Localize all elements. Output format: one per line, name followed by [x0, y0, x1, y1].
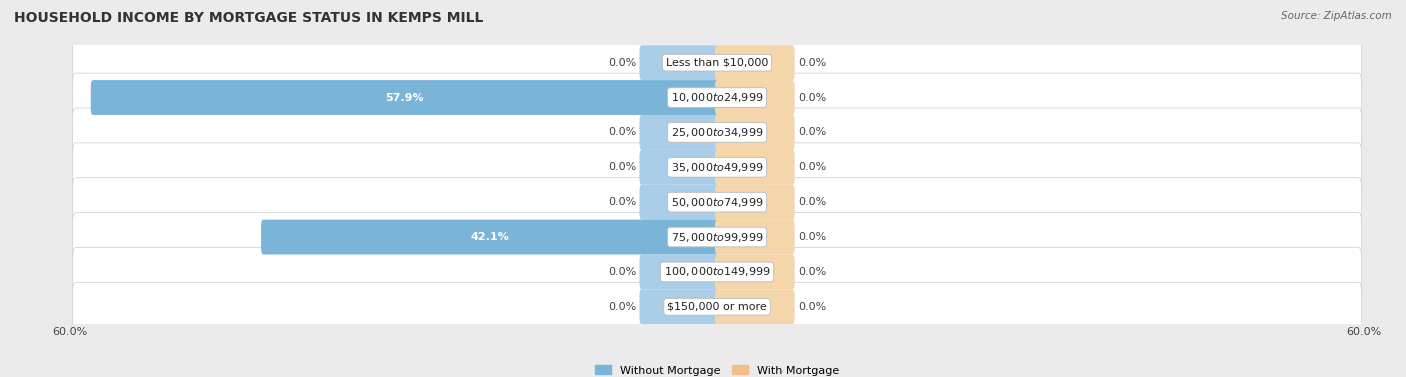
Text: $25,000 to $34,999: $25,000 to $34,999 — [671, 126, 763, 139]
FancyBboxPatch shape — [640, 254, 720, 289]
FancyBboxPatch shape — [73, 38, 1361, 87]
FancyBboxPatch shape — [640, 45, 720, 80]
Legend: Without Mortgage, With Mortgage: Without Mortgage, With Mortgage — [591, 361, 844, 377]
Text: $150,000 or more: $150,000 or more — [668, 302, 766, 312]
FancyBboxPatch shape — [714, 45, 794, 80]
Text: 0.0%: 0.0% — [799, 232, 827, 242]
Text: $35,000 to $49,999: $35,000 to $49,999 — [671, 161, 763, 174]
FancyBboxPatch shape — [73, 108, 1361, 157]
FancyBboxPatch shape — [640, 115, 720, 150]
Text: 0.0%: 0.0% — [607, 127, 636, 138]
FancyBboxPatch shape — [262, 219, 720, 254]
Text: 0.0%: 0.0% — [799, 92, 827, 103]
Text: 0.0%: 0.0% — [607, 58, 636, 68]
Text: 0.0%: 0.0% — [799, 58, 827, 68]
Text: 0.0%: 0.0% — [799, 302, 827, 312]
FancyBboxPatch shape — [73, 213, 1361, 262]
FancyBboxPatch shape — [73, 247, 1361, 296]
Text: 42.1%: 42.1% — [471, 232, 509, 242]
Text: 0.0%: 0.0% — [799, 127, 827, 138]
FancyBboxPatch shape — [714, 289, 794, 324]
Text: $50,000 to $74,999: $50,000 to $74,999 — [671, 196, 763, 208]
FancyBboxPatch shape — [640, 185, 720, 219]
Text: 0.0%: 0.0% — [799, 162, 827, 172]
FancyBboxPatch shape — [640, 150, 720, 185]
FancyBboxPatch shape — [73, 178, 1361, 227]
Text: $75,000 to $99,999: $75,000 to $99,999 — [671, 231, 763, 244]
FancyBboxPatch shape — [640, 289, 720, 324]
Text: Source: ZipAtlas.com: Source: ZipAtlas.com — [1281, 11, 1392, 21]
Text: 0.0%: 0.0% — [607, 267, 636, 277]
Text: HOUSEHOLD INCOME BY MORTGAGE STATUS IN KEMPS MILL: HOUSEHOLD INCOME BY MORTGAGE STATUS IN K… — [14, 11, 484, 25]
FancyBboxPatch shape — [73, 282, 1361, 331]
FancyBboxPatch shape — [91, 80, 720, 115]
FancyBboxPatch shape — [714, 219, 794, 254]
Text: 0.0%: 0.0% — [607, 197, 636, 207]
FancyBboxPatch shape — [73, 143, 1361, 192]
Text: 0.0%: 0.0% — [799, 197, 827, 207]
Text: Less than $10,000: Less than $10,000 — [666, 58, 768, 68]
Text: $10,000 to $24,999: $10,000 to $24,999 — [671, 91, 763, 104]
FancyBboxPatch shape — [714, 115, 794, 150]
FancyBboxPatch shape — [714, 185, 794, 219]
Text: 0.0%: 0.0% — [607, 302, 636, 312]
FancyBboxPatch shape — [714, 254, 794, 289]
FancyBboxPatch shape — [714, 80, 794, 115]
Text: 0.0%: 0.0% — [607, 162, 636, 172]
FancyBboxPatch shape — [73, 73, 1361, 122]
Text: 57.9%: 57.9% — [385, 92, 425, 103]
FancyBboxPatch shape — [714, 150, 794, 185]
Text: $100,000 to $149,999: $100,000 to $149,999 — [664, 265, 770, 278]
Text: 0.0%: 0.0% — [799, 267, 827, 277]
